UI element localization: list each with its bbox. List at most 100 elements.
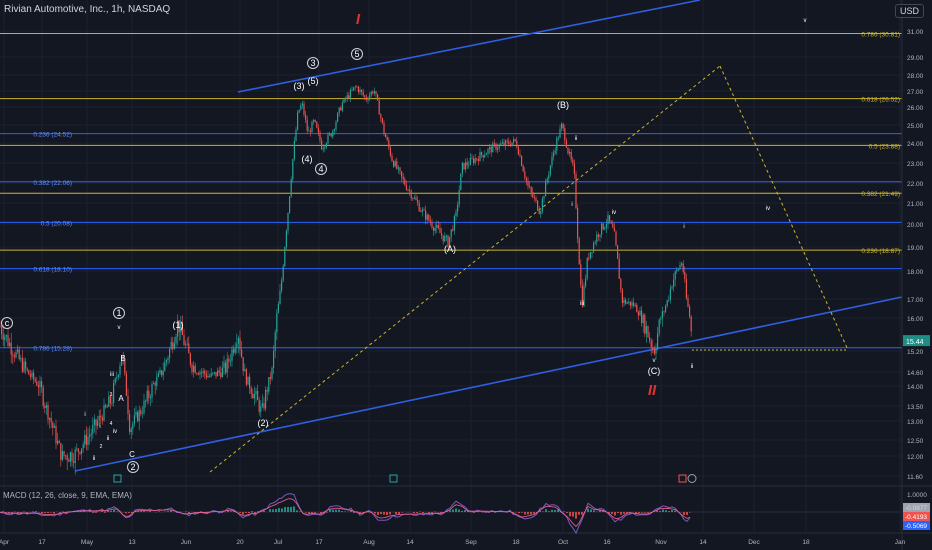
candle-body <box>170 341 172 349</box>
candle-body <box>593 243 595 252</box>
candle-body <box>167 357 169 361</box>
candle-body <box>23 361 25 372</box>
event-marker <box>687 474 697 483</box>
currency-badge[interactable]: USD <box>894 4 924 18</box>
price-axis[interactable]: 31.00 29.00 28.00 27.00 26.00 25.00 24.00 23.00… <box>903 29 930 530</box>
candle-body <box>503 142 505 146</box>
candle-body <box>557 137 559 139</box>
time-axis[interactable]: Apr 17 May 13 Jun 20 Jul 17 Aug 14 Sep 18 Oct 16 Nov 14… <box>0 539 906 546</box>
candle-body <box>378 100 380 115</box>
candle-body <box>226 358 228 373</box>
symbol-title[interactable]: Rivian Automotive, Inc., 1h, NASDAQ <box>4 4 171 15</box>
macd-histogram-bar <box>290 507 292 512</box>
candle-body <box>453 216 455 231</box>
macd-histogram-bar <box>440 512 442 514</box>
candle-body <box>218 370 220 373</box>
candle-body <box>506 140 508 142</box>
time-tick-label: 18 <box>802 539 810 546</box>
candle-body <box>514 139 516 141</box>
macd-histogram-bar <box>323 512 325 514</box>
candle-body <box>233 349 235 353</box>
trend-lines <box>74 0 903 473</box>
candle-body <box>577 208 579 239</box>
dotted-trend-line <box>209 65 721 473</box>
macd-histogram-bar <box>464 510 466 512</box>
macd-histogram-bar <box>254 512 256 514</box>
price-tick-label: 28.00 <box>907 73 924 80</box>
wave-label: (2) <box>258 418 269 428</box>
macd-histogram-bar <box>434 511 436 512</box>
wave-label: i <box>571 202 572 208</box>
candle-body <box>391 155 393 162</box>
macd-value-label: -0.5069 <box>905 523 927 530</box>
candle-body <box>353 87 355 90</box>
candle-body <box>249 376 251 388</box>
candle-body <box>333 129 335 131</box>
wave-label: i <box>84 412 85 418</box>
candle-body <box>530 187 532 193</box>
candle-body <box>322 148 324 150</box>
candle-body <box>367 99 369 101</box>
candle-body <box>250 387 252 394</box>
candle-body <box>279 290 281 305</box>
candle-body <box>210 373 212 377</box>
macd-value-tag <box>903 503 930 512</box>
macd-histogram-bar <box>314 512 316 513</box>
candle-body <box>346 95 348 100</box>
candle-body <box>137 411 139 422</box>
macd-histogram-bar <box>674 510 676 512</box>
candle-body <box>159 370 161 374</box>
candle-body <box>439 228 441 234</box>
candle-body <box>538 210 540 214</box>
macd-histogram-bar <box>614 512 616 516</box>
candle-body <box>151 384 153 398</box>
macd-histogram-bar <box>80 511 82 512</box>
candle-body <box>381 118 383 123</box>
macd-histogram-bar <box>665 510 667 512</box>
candle-body <box>181 322 183 336</box>
price-tick-label: 23.00 <box>907 161 924 168</box>
candle-body <box>445 235 447 237</box>
candle-body <box>121 355 123 366</box>
candle-body <box>578 238 580 265</box>
macd-histogram-bar <box>623 512 625 514</box>
candle-body <box>33 372 35 380</box>
candle-body <box>401 171 403 177</box>
macd-histogram-bar <box>128 512 130 513</box>
candle-body <box>325 143 327 147</box>
macd-histogram-bar <box>59 512 61 514</box>
macd-title[interactable]: MACD (12, 26, close, 9, EMA, EMA) <box>3 491 132 500</box>
macd-histogram-bar <box>635 512 637 514</box>
candle-body <box>559 128 561 138</box>
candle-body <box>535 197 537 201</box>
macd-histogram-bar <box>422 512 424 514</box>
macd-histogram-bar <box>569 512 571 517</box>
price-tick-label: 24.00 <box>907 141 924 148</box>
candle-body <box>549 165 551 175</box>
candle-body <box>458 190 460 205</box>
candle-body <box>388 140 390 148</box>
macd-histogram-bar <box>38 512 40 513</box>
candle-body <box>410 191 412 199</box>
candle-body <box>489 146 491 150</box>
candle-body <box>554 150 556 153</box>
candle-body <box>668 299 670 301</box>
candle-body <box>436 225 438 228</box>
candle-body <box>543 196 545 199</box>
candle-body <box>580 264 582 286</box>
candle-body <box>556 138 558 151</box>
event-marker <box>678 474 687 483</box>
candle-body <box>690 316 692 332</box>
macd-histogram-bar <box>41 512 43 514</box>
macd-histogram-bar <box>35 511 37 512</box>
wave-label-circle <box>113 307 125 319</box>
candle-body <box>178 320 180 333</box>
macd-pane <box>0 493 902 535</box>
candle-body <box>239 337 241 350</box>
candle-body <box>545 181 547 197</box>
time-tick-label: 16 <box>603 539 611 546</box>
candle-body <box>138 410 140 422</box>
candle-body <box>589 252 591 259</box>
macd-histogram-bar <box>644 512 646 513</box>
